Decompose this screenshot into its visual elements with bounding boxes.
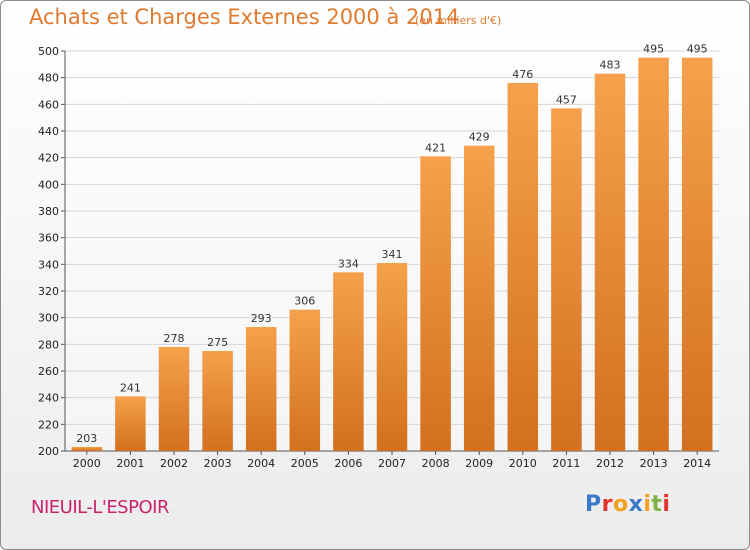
value-label-2003: 275 [207, 336, 228, 349]
y-tick-label: 400 [38, 178, 59, 191]
bar-2009 [463, 145, 495, 451]
x-tick-label-2002: 2002 [160, 457, 188, 470]
value-label-2013: 495 [643, 43, 664, 56]
commune-name: NIEUIL-L'ESPOIR [31, 497, 169, 518]
y-tick-label: 300 [38, 312, 59, 325]
logo-letter: i [662, 492, 671, 517]
bar-2002 [158, 347, 190, 451]
value-label-2009: 429 [469, 131, 490, 144]
y-tick-label: 420 [38, 152, 59, 165]
bar-chart: 200 220 240 260 280 300 320 340 360 380 400 420 440 4… [38, 43, 719, 470]
value-label-2006: 334 [338, 257, 359, 270]
x-tick-label-2003: 2003 [204, 457, 232, 470]
y-tick-label: 460 [38, 98, 59, 111]
bar-2006 [333, 272, 364, 451]
y-tick-label: 240 [38, 392, 59, 405]
y-tick-label: 440 [38, 125, 59, 138]
y-tick-label: 220 [38, 418, 59, 431]
x-tick-label-2013: 2013 [640, 457, 668, 470]
value-label-2012: 483 [600, 59, 621, 72]
bar-2008 [420, 156, 451, 452]
value-label-2004: 293 [251, 312, 272, 325]
x-tick-label-2011: 2011 [552, 457, 580, 470]
y-tick-label: 500 [38, 45, 59, 58]
y-tick-label: 480 [38, 72, 59, 85]
logo-letter: i [643, 492, 652, 517]
x-tick-label-2005: 2005 [291, 457, 319, 470]
logo-letter: P [585, 492, 602, 517]
bar-2013 [638, 57, 669, 452]
bar-2011 [551, 108, 582, 451]
proxiti-logo: Proxiti [585, 492, 670, 517]
chart-title: Achats et Charges Externes 2000 à 2014 [29, 5, 460, 29]
bar-2014 [681, 57, 713, 452]
value-label-2002: 278 [164, 332, 185, 345]
value-label-2001: 241 [120, 381, 141, 394]
x-tick-label-2010: 2010 [509, 457, 537, 470]
logo-letter: x [628, 492, 644, 517]
x-tick-label-2014: 2014 [683, 457, 711, 470]
bar-2004 [245, 327, 277, 451]
bar-2001 [115, 396, 146, 451]
x-tick-label-2012: 2012 [596, 457, 624, 470]
y-tick-label: 380 [38, 205, 59, 218]
value-label-2000: 203 [76, 432, 97, 445]
bar-2012 [594, 73, 626, 452]
y-tick-label: 200 [38, 445, 59, 458]
logo-letter: o [612, 492, 629, 517]
bar-2007 [376, 263, 408, 451]
y-tick-label: 360 [38, 232, 59, 245]
bar-2005 [289, 309, 321, 451]
value-label-2007: 341 [382, 248, 403, 261]
value-label-2010: 476 [512, 68, 533, 81]
y-tick-label: 340 [38, 258, 59, 271]
chart-subtitle: (en milliers d'€) [415, 14, 502, 27]
bar-2003 [202, 351, 233, 451]
x-tick-label-2009: 2009 [465, 457, 493, 470]
value-label-2011: 457 [556, 93, 577, 106]
x-tick-label-2008: 2008 [422, 457, 450, 470]
x-tick-label-2006: 2006 [334, 457, 362, 470]
bar-2000 [71, 447, 103, 451]
x-tick-label-2004: 2004 [247, 457, 275, 470]
value-label-2014: 495 [687, 43, 708, 56]
y-tick-label: 320 [38, 285, 59, 298]
value-label-2005: 306 [294, 295, 315, 308]
value-label-2008: 421 [425, 141, 446, 154]
y-tick-label: 260 [38, 365, 59, 378]
bar-2010 [507, 83, 539, 451]
x-tick-label-2000: 2000 [73, 457, 101, 470]
logo-letter: t [651, 492, 663, 517]
logo-letter: r [601, 492, 613, 517]
x-tick-label-2007: 2007 [378, 457, 406, 470]
y-tick-label: 280 [38, 338, 59, 351]
x-tick-label-2001: 2001 [116, 457, 144, 470]
